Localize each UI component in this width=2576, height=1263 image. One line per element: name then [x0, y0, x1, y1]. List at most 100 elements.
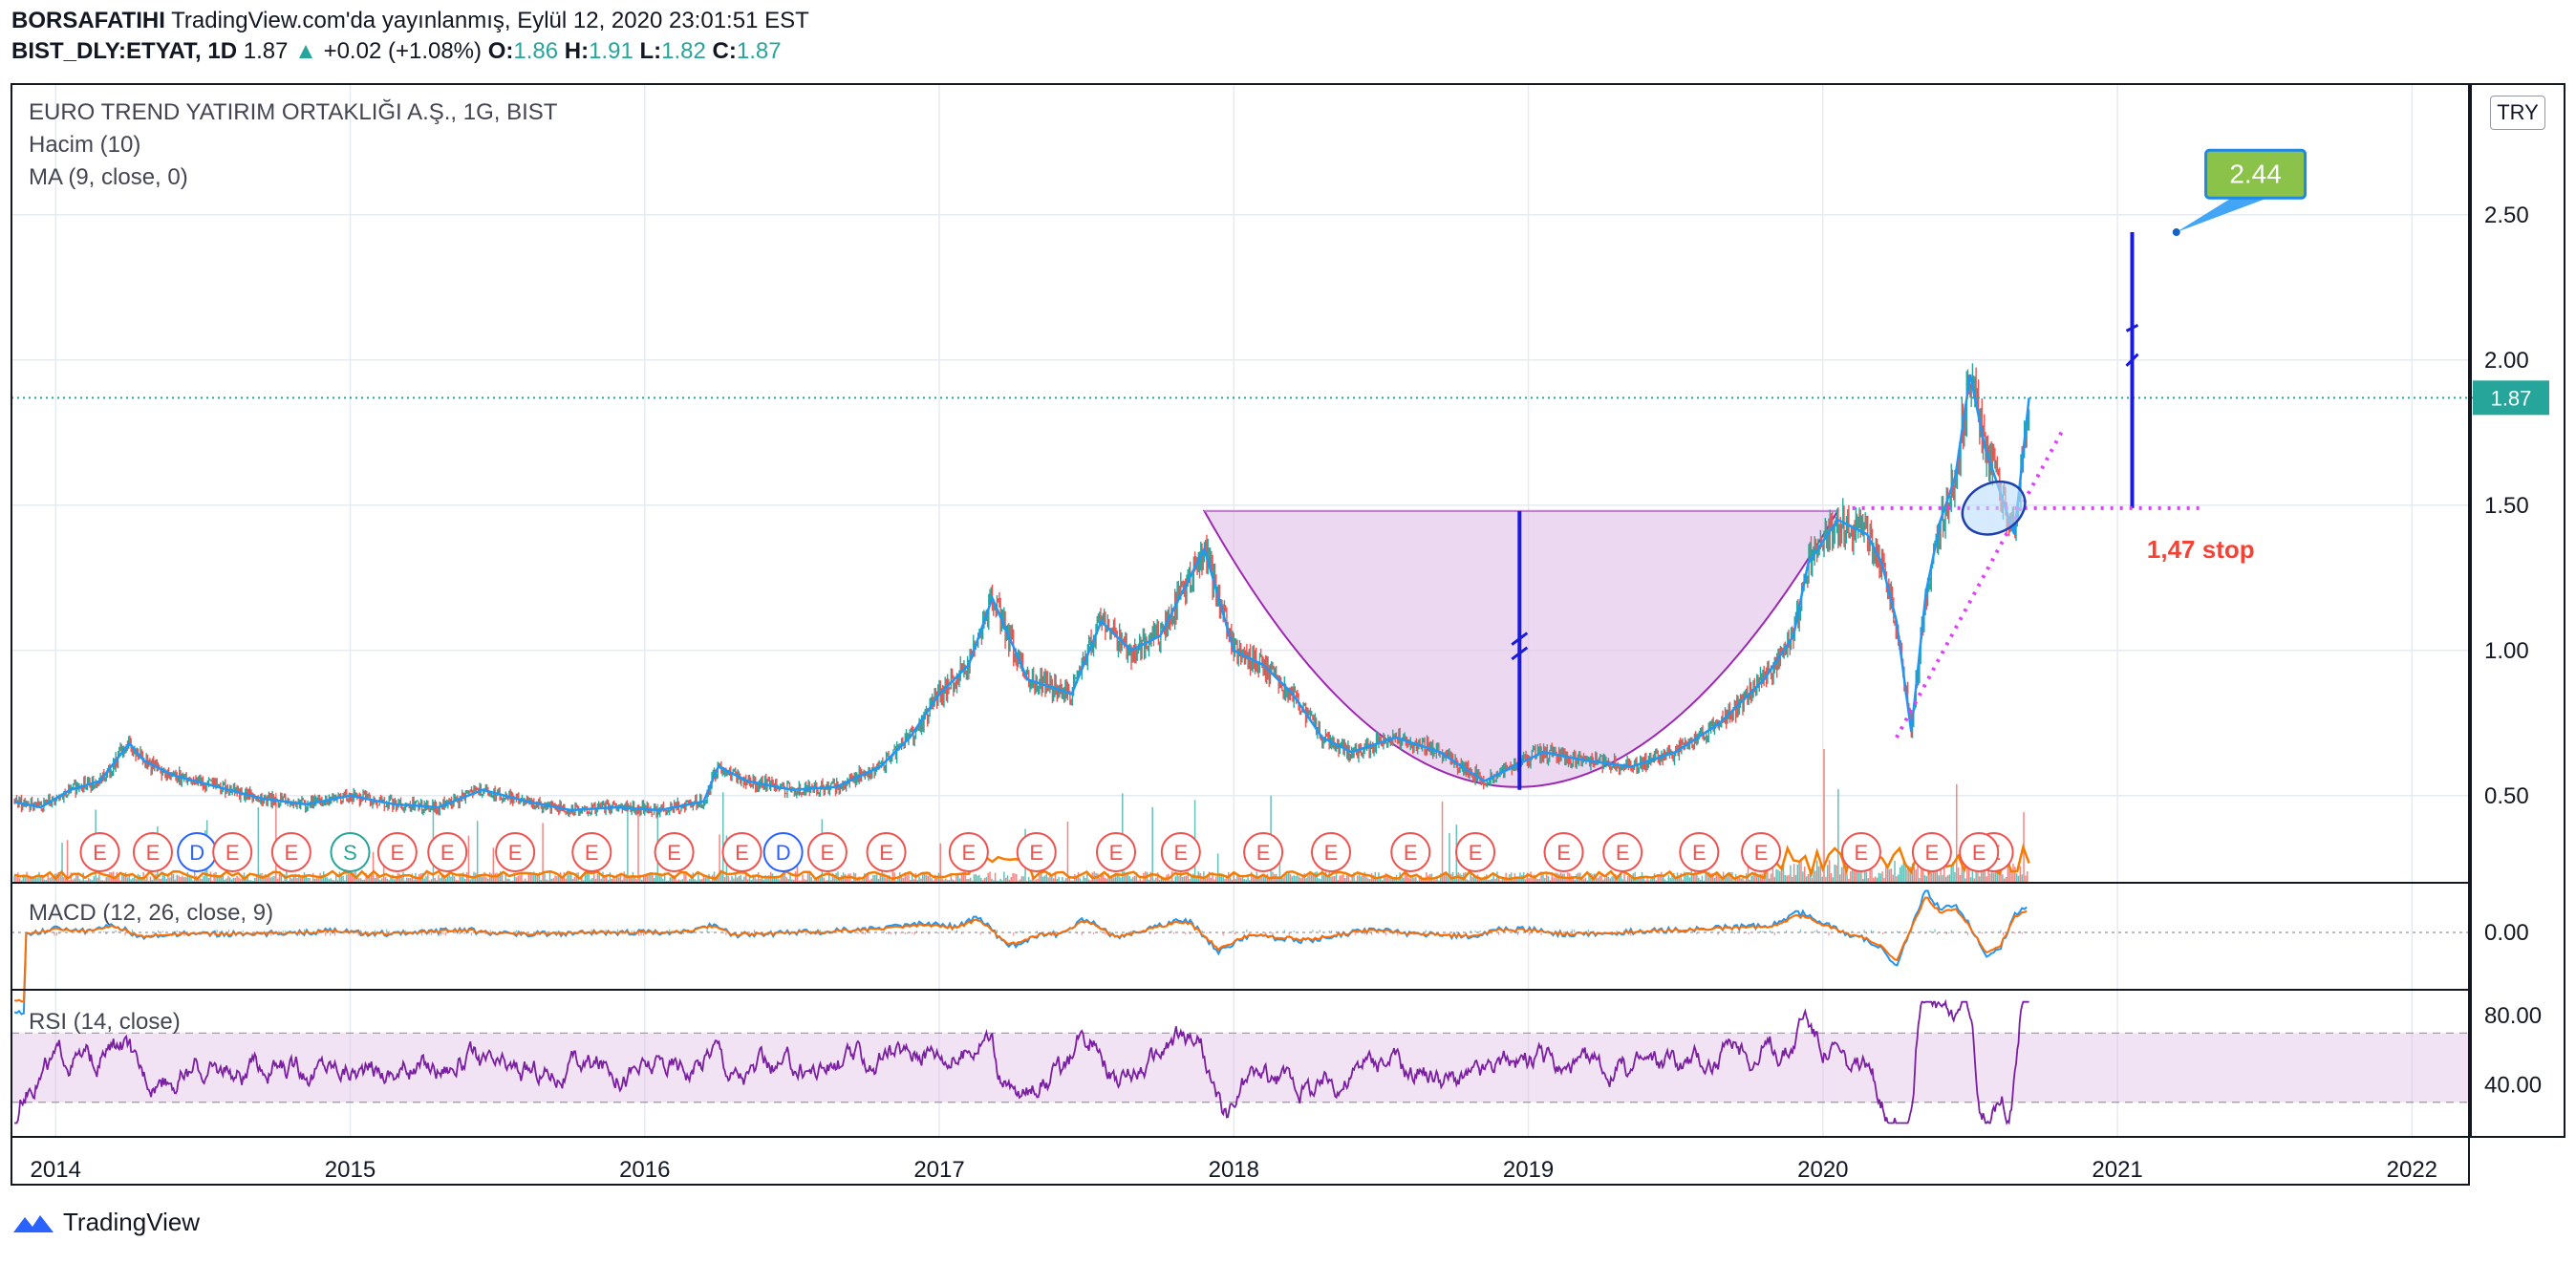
- event-marker-label: E: [962, 841, 977, 865]
- x-tick-label: 2020: [1797, 1157, 1848, 1183]
- event-marker: [1016, 832, 1057, 872]
- event-marker: [1543, 832, 1584, 872]
- rsi-tick-label: 40.00: [2484, 1073, 2542, 1099]
- currency-badge[interactable]: TRY: [2490, 96, 2545, 130]
- event-marker-label: E: [146, 841, 161, 865]
- event-marker: [270, 832, 311, 872]
- header-line-2: BIST_DLY:ETYAT, 1D 1.87 ▲ +0.02 (+1.08%)…: [11, 38, 782, 65]
- event-marker: [212, 832, 253, 872]
- price-series: [13, 363, 2030, 819]
- event-marker-label: E: [1029, 841, 1043, 865]
- event-marker: [495, 832, 536, 872]
- event-marker: [376, 832, 418, 872]
- event-marker: [1243, 832, 1284, 872]
- y-tick-label: 1.00: [2484, 638, 2529, 664]
- last-price: 1.87: [243, 38, 289, 64]
- event-marker-label: D: [776, 841, 791, 865]
- published-info: TradingView.com'da yayınlanmış, Eylül 12…: [171, 8, 809, 33]
- macd-signal-line: [13, 896, 2028, 1003]
- high-value: 1.91: [589, 38, 633, 64]
- annotations: [11, 196, 2475, 790]
- event-marker-label: E: [1972, 841, 1986, 865]
- open-label: O:: [487, 38, 514, 64]
- author-name: BORSAFATIHI: [11, 8, 165, 33]
- macd-line: [13, 889, 2028, 1016]
- target-box: [2204, 148, 2308, 200]
- price-change: +0.02 (+1.08%): [323, 38, 483, 64]
- event-marker-label: E: [1692, 841, 1707, 865]
- x-tick-label: 2021: [2092, 1157, 2142, 1183]
- footer[interactable]: TradingView: [11, 1208, 200, 1237]
- event-marker: [571, 832, 612, 872]
- event-marker-label: S: [343, 841, 357, 865]
- event-marker: [806, 832, 848, 872]
- event-marker: [1311, 832, 1352, 872]
- grid: [11, 84, 2471, 1137]
- macd-legend: MACD (12, 26, close, 9): [29, 900, 274, 926]
- event-marker-label: E: [225, 841, 240, 865]
- event-marker-label: E: [585, 841, 599, 865]
- close-value: 1.87: [736, 38, 782, 64]
- high-label: H:: [564, 38, 590, 64]
- target-callout[interactable]: 2.44: [2204, 148, 2308, 200]
- y-tick-label: 2.50: [2484, 203, 2529, 228]
- event-marker-label: E: [285, 841, 299, 865]
- chart-title: EURO TREND YATIRIM ORTAKLIĞI A.Ş., 1G, B…: [29, 99, 558, 125]
- cup-depth-tick: [1511, 632, 1529, 661]
- event-marker: [132, 832, 173, 872]
- time-axis-frame: [11, 1136, 2470, 1186]
- brand-name: TradingView: [63, 1208, 201, 1236]
- rsi-tick-label: 80.00: [2484, 1003, 2542, 1029]
- x-tick-label: 2015: [325, 1157, 376, 1183]
- event-markers[interactable]: EEDEESEEEEEEDEEEEEEEEEEEEEEEEEE: [79, 832, 2014, 872]
- rsi-line: [14, 998, 2029, 1125]
- event-marker-label: D: [189, 841, 204, 865]
- event-marker: [654, 832, 695, 872]
- target-callout-pointer: [2176, 196, 2273, 233]
- event-marker: [762, 832, 804, 872]
- event-marker: [1959, 832, 2000, 872]
- x-tick-label: 2019: [1503, 1157, 1554, 1183]
- event-marker: [1160, 832, 1201, 872]
- rsi-legend: RSI (14, close): [29, 1009, 181, 1035]
- event-marker-label: E: [390, 841, 404, 865]
- x-tick-label: 2017: [913, 1157, 964, 1183]
- open-value: 1.86: [513, 38, 559, 64]
- volume-legend: Hacim (10): [29, 132, 141, 158]
- event-marker-label: E: [1173, 841, 1188, 865]
- tradingview-logo-icon: [13, 1214, 54, 1232]
- x-tick-label: 2018: [1209, 1157, 1259, 1183]
- rsi-band: [11, 1033, 2471, 1102]
- low-label: L:: [639, 38, 662, 64]
- event-marker: [330, 832, 371, 872]
- event-marker-label: E: [1925, 841, 1940, 865]
- y-tick-label: 0.50: [2484, 783, 2529, 809]
- price-axis-frame: [2470, 83, 2565, 1138]
- macd-pane: [11, 889, 2471, 1016]
- main-frame: [11, 83, 2470, 1138]
- target-callout-dot: [2172, 228, 2180, 237]
- event-marker: [1602, 832, 1643, 872]
- event-marker-label: E: [1256, 841, 1271, 865]
- target-label: 2.44: [2229, 159, 2282, 188]
- event-marker-label: E: [1404, 841, 1418, 865]
- y-tick-label: 1.50: [2484, 493, 2529, 519]
- low-value: 1.82: [661, 38, 706, 64]
- event-marker-label: E: [1855, 841, 1869, 865]
- event-marker-label: E: [667, 841, 681, 865]
- event-marker: [1911, 832, 1952, 872]
- event-marker-label: E: [735, 841, 749, 865]
- projection-tick: [2125, 323, 2139, 367]
- event-marker: [1741, 832, 1782, 872]
- x-tick-label: 2022: [2387, 1157, 2437, 1183]
- macd-tick-label: 0.00: [2484, 920, 2529, 946]
- event-marker-label: E: [508, 841, 523, 865]
- x-tick-label: 2014: [31, 1157, 81, 1183]
- ma-legend: MA (9, close, 0): [29, 164, 188, 190]
- event-marker: [721, 832, 762, 872]
- current-price-box: [2473, 380, 2549, 416]
- pane-frames: [11, 83, 2565, 1186]
- event-marker: [1679, 832, 1720, 872]
- x-tick-label: 2016: [619, 1157, 670, 1183]
